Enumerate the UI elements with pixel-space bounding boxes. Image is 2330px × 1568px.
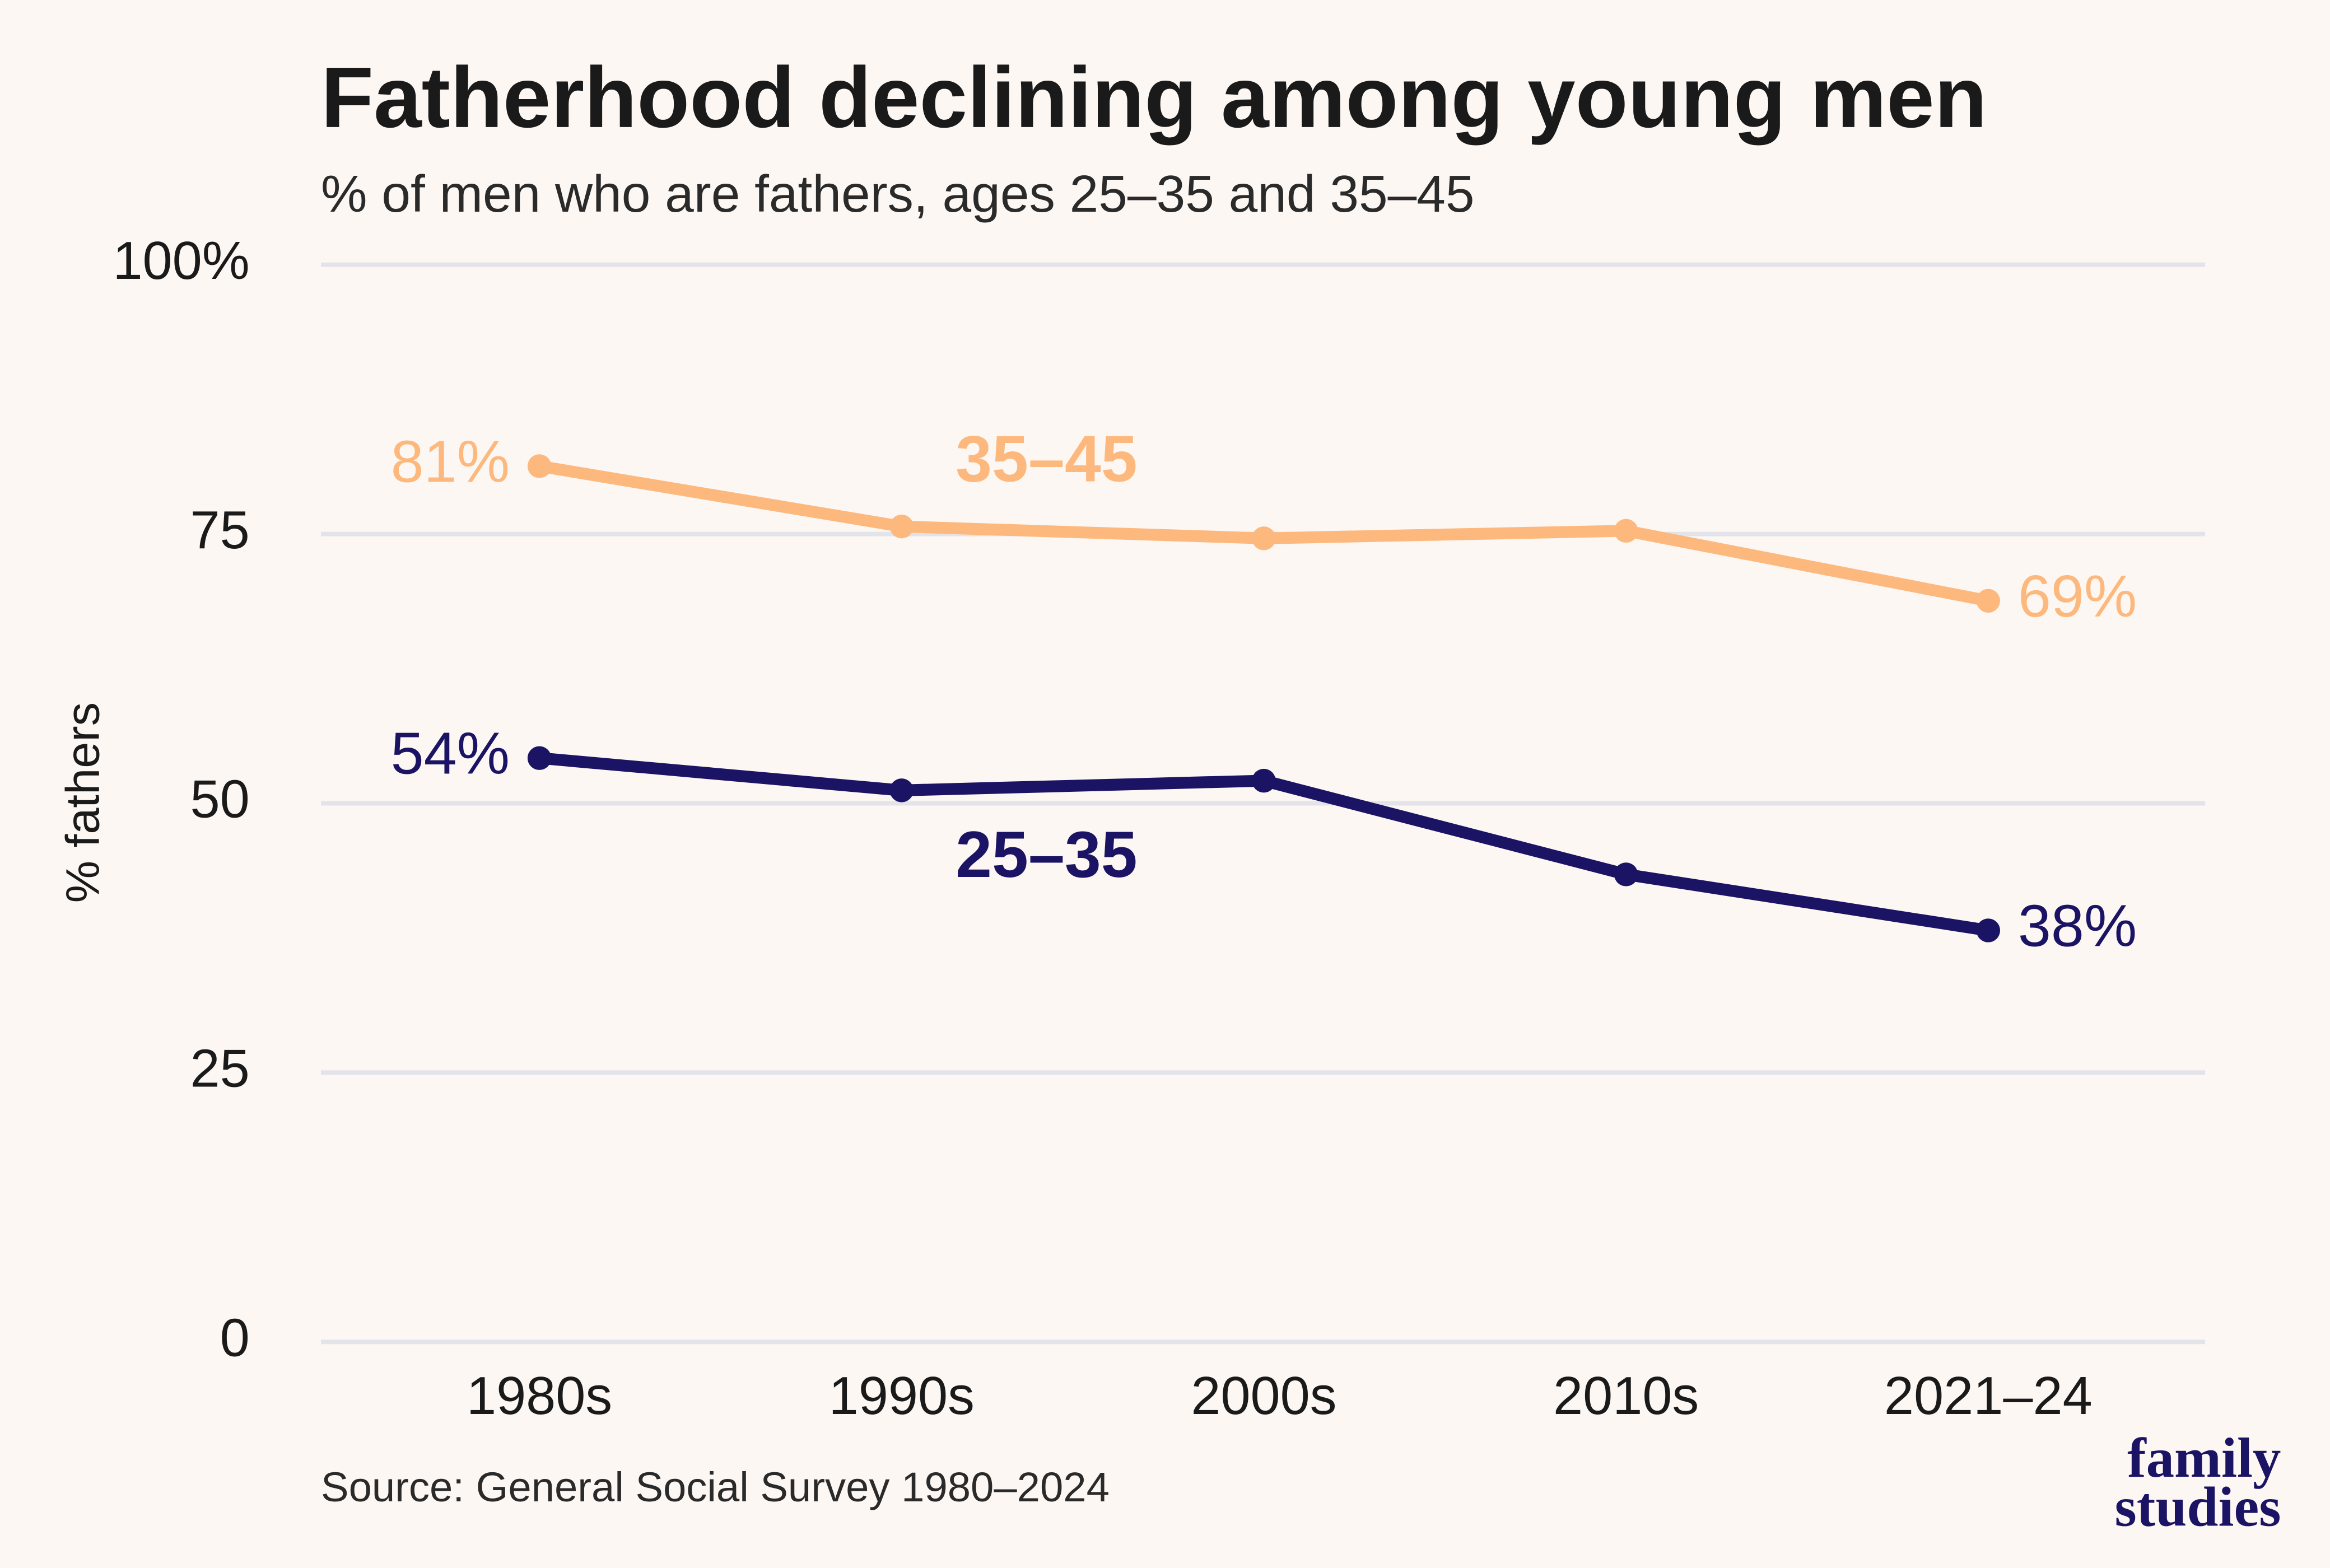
data-point <box>1614 519 1638 543</box>
data-point <box>527 454 552 478</box>
chart-title: Fatherhood declining among young men <box>321 49 1987 146</box>
data-point <box>1614 862 1638 886</box>
series-label: 35–45 <box>956 422 1138 496</box>
x-tick-label: 2000s <box>1191 1366 1336 1426</box>
value-label: 54% <box>391 721 510 787</box>
data-point <box>889 778 914 802</box>
data-point <box>527 746 552 770</box>
logo: studies <box>2115 1475 2281 1538</box>
y-tick-label: 0 <box>220 1308 250 1368</box>
x-tick-label: 2021–24 <box>1884 1366 2093 1426</box>
series-label: 25–35 <box>956 818 1138 891</box>
x-tick-label: 2010s <box>1553 1366 1699 1426</box>
data-point <box>1252 768 1276 793</box>
y-tick-label: 50 <box>190 770 249 829</box>
data-point <box>1976 589 2001 613</box>
logo: family <box>2127 1426 2281 1489</box>
y-tick-label: 25 <box>190 1039 249 1099</box>
source-note: Source: General Social Survey 1980–2024 <box>321 1464 1110 1510</box>
x-tick-label: 1980s <box>467 1366 612 1426</box>
data-point <box>1976 918 2001 942</box>
chart-subtitle: % of men who are fathers, ages 25–35 and… <box>321 165 1474 223</box>
x-tick-label: 1990s <box>829 1366 975 1426</box>
data-point <box>889 514 914 539</box>
value-label: 69% <box>2018 563 2137 629</box>
y-axis-label: % fathers <box>55 702 109 903</box>
y-tick-label: 100% <box>113 231 249 291</box>
value-label: 81% <box>391 428 510 494</box>
data-point <box>1252 526 1276 550</box>
y-tick-label: 75 <box>190 501 249 560</box>
value-label: 38% <box>2018 893 2137 959</box>
